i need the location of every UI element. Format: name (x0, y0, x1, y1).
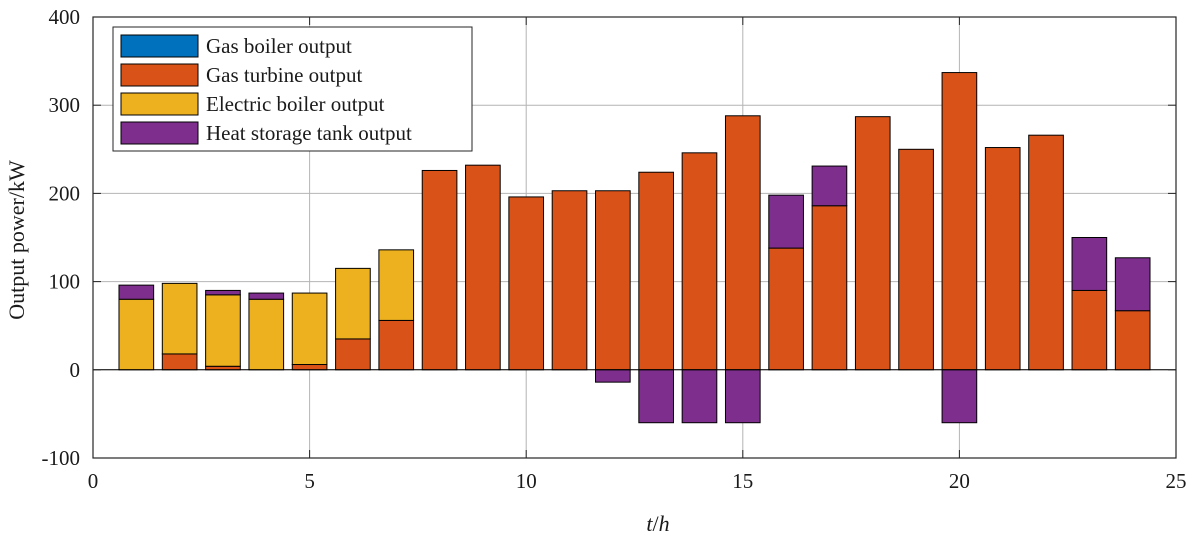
x-tick-label: 15 (732, 469, 753, 493)
x-tick-labels: 0 5 10 15 20 25 (88, 469, 1187, 493)
bar-segment-2-t23 (1071, 289, 1108, 371)
legend-label-3: Electric boiler output (206, 92, 385, 116)
bars (118, 72, 1151, 424)
axis-ticks (92, 16, 1177, 459)
legend-swatch-4 (120, 121, 199, 145)
legend-label-4: Heat storage tank output (206, 121, 412, 145)
legend: Gas boiler output Gas turbine output Elect… (112, 26, 473, 152)
bar-segment-4-t14 (681, 369, 718, 424)
bar-segment-3-t1 (118, 298, 155, 371)
bar-segment-2-t24 (1114, 310, 1151, 371)
legend-swatch-1 (120, 34, 199, 58)
bar-segment-2-t18 (854, 116, 891, 371)
bar-segment-2-t11 (551, 190, 588, 371)
x-tick-label: 25 (1166, 469, 1187, 493)
bar-segment-3-t5 (291, 292, 328, 366)
y-tick-label: 100 (49, 270, 81, 294)
bar-segment-2-t20 (941, 72, 978, 371)
bar-segment-2-t3 (205, 365, 241, 371)
x-tick-label: 20 (949, 469, 970, 493)
x-axis-title-sep: / (653, 511, 660, 536)
y-tick-label: -100 (42, 446, 81, 470)
bar-segment-4-t4 (248, 292, 285, 300)
bar-segment-2-t16 (768, 247, 804, 371)
x-tick-label: 10 (516, 469, 537, 493)
bar-segment-4-t1 (118, 284, 155, 300)
bar-segment-2-t7 (378, 319, 415, 371)
x-tick-label: 5 (304, 469, 315, 493)
bar-segment-3-t3 (205, 294, 241, 367)
bar-segment-2-t21 (984, 147, 1021, 371)
y-tick-label: 200 (49, 181, 81, 205)
bar-segment-2-t19 (898, 148, 934, 371)
legend-items: Gas boiler output Gas turbine output Elect… (120, 34, 412, 145)
bar-segment-4-t3 (205, 289, 241, 296)
bar-segment-4-t15 (724, 369, 761, 424)
bar-segment-2-t15 (724, 115, 761, 371)
y-tick-label: 0 (70, 358, 81, 382)
bar-segment-3-t7 (378, 249, 415, 321)
legend-swatch-3 (120, 92, 199, 116)
bar-segment-2-t6 (335, 338, 371, 371)
legend-label-2: Gas turbine output (206, 63, 362, 87)
x-axis-title: t/h (646, 511, 669, 536)
bar-segment-2-t9 (465, 164, 501, 371)
bar-segment-4-t13 (638, 369, 674, 424)
bar-segment-3-t2 (161, 282, 198, 355)
x-axis-title-var: t (646, 511, 653, 536)
y-tick-label: 400 (49, 5, 81, 29)
bar-segment-2-t12 (595, 190, 631, 371)
legend-swatch-2 (120, 63, 199, 87)
bar-segment-2-t14 (681, 152, 718, 371)
bar-segment-3-t6 (335, 267, 371, 340)
bar-segment-2-t8 (421, 169, 458, 371)
bar-segment-2-t2 (161, 353, 198, 371)
bar-segment-2-t22 (1028, 134, 1064, 371)
bar-segment-2-t5 (291, 364, 328, 371)
bar-segment-2-t13 (638, 171, 674, 371)
bar-segment-2-t17 (811, 205, 848, 371)
bar-segment-4-t23 (1071, 237, 1108, 291)
legend-label-1: Gas boiler output (206, 34, 352, 58)
bar-segment-2-t10 (508, 196, 545, 371)
bar-segment-4-t24 (1114, 257, 1151, 312)
y-tick-labels: -100 0 100 200 300 400 (42, 5, 81, 470)
bar-segment-4-t20 (941, 369, 978, 424)
y-axis-title: Output power/kW (4, 160, 29, 320)
y-tick-label: 300 (49, 93, 81, 117)
bar-segment-3-t4 (248, 298, 285, 371)
x-axis-title-unit: h (659, 511, 670, 536)
plot-frame (92, 16, 1177, 459)
x-tick-label: 0 (88, 469, 99, 493)
bar-segment-4-t16 (768, 194, 804, 249)
bar-segment-4-t17 (811, 165, 848, 207)
bar-segment-4-t12 (595, 369, 631, 383)
